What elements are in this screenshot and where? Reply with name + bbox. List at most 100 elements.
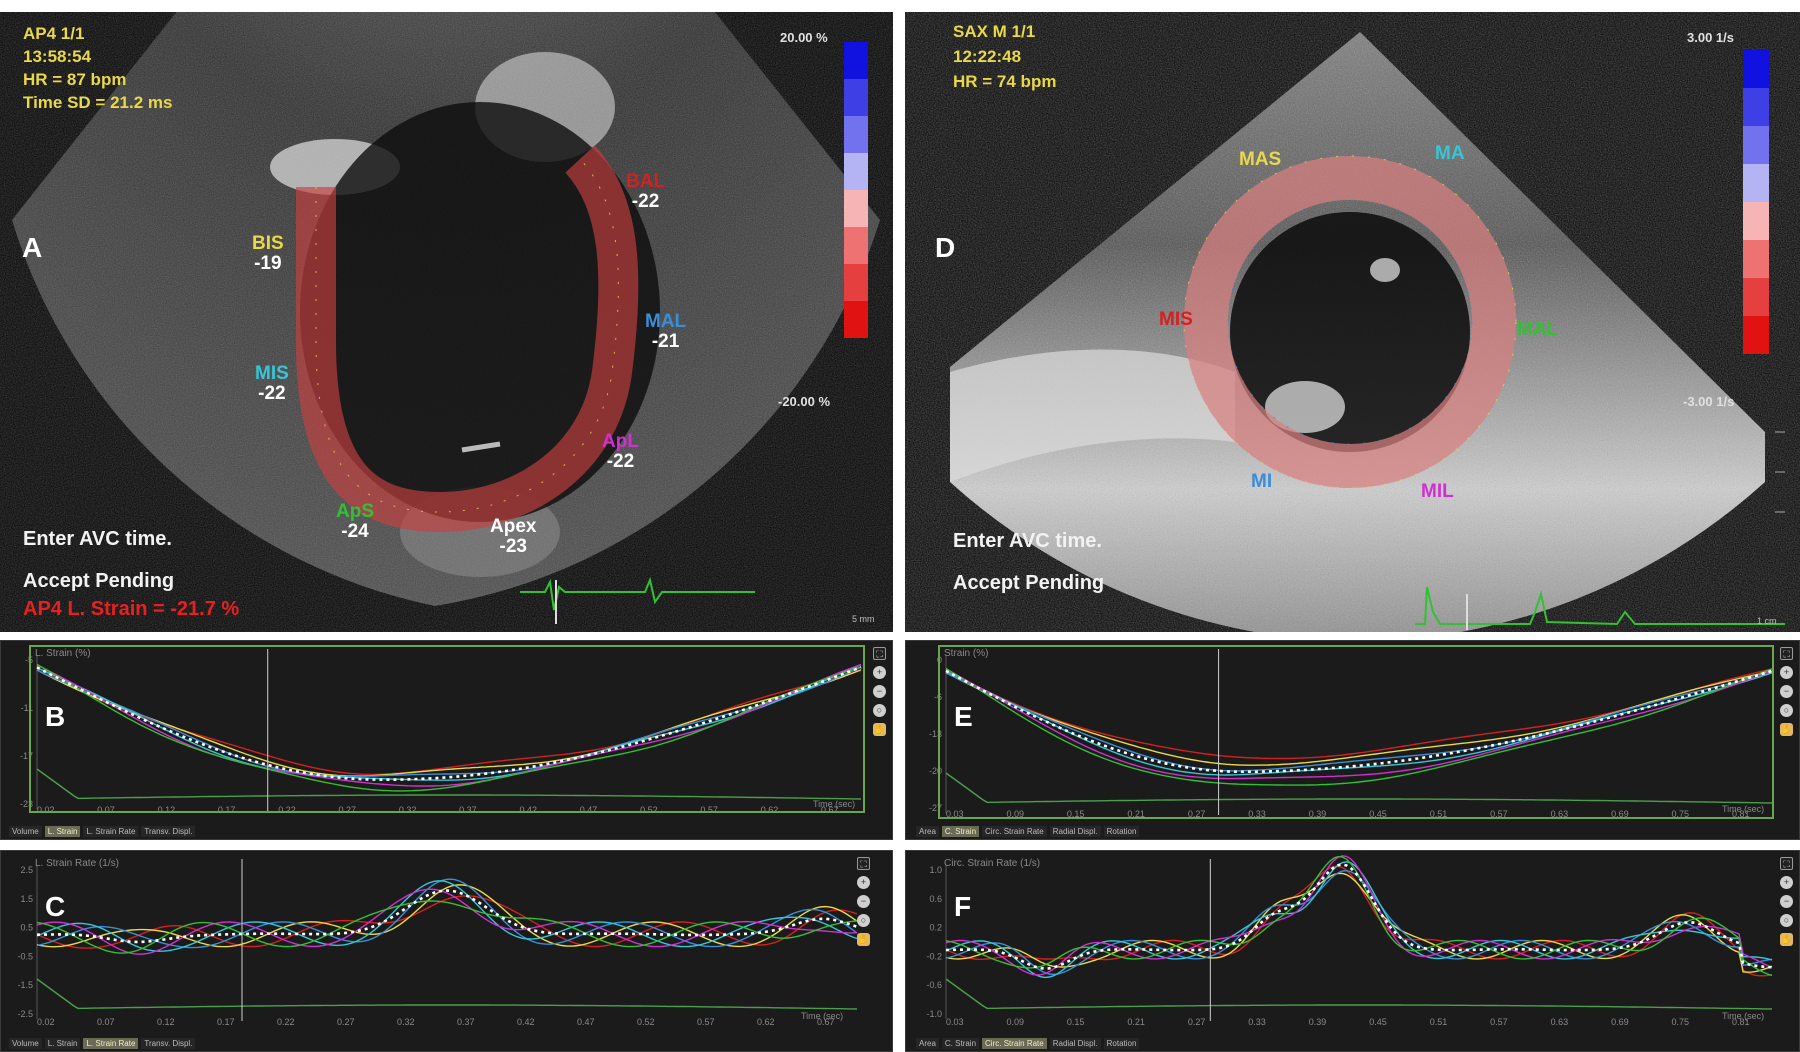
segment-name: Apex	[490, 516, 537, 537]
segment-label-aps: ApS -24	[336, 502, 374, 542]
x-tick-label: 0.52	[640, 805, 658, 815]
segment-name: MAS	[1239, 149, 1282, 170]
x-tick-label: 0.03	[946, 809, 964, 819]
tab-l-strain[interactable]: L. Strain	[44, 826, 81, 837]
x-axis-title: Time (sec)	[801, 1011, 844, 1021]
tab-radial-displ[interactable]: Radial Displ.	[1049, 826, 1101, 837]
x-tick-label: 0.17	[218, 805, 236, 815]
panel-letter-f: F	[954, 891, 972, 922]
segment-trace	[36, 880, 858, 952]
strain-graph-b: L. Strain (%) B -5 -11 -17 -23 0.02 0.07 0.12 0…	[0, 640, 893, 840]
y-tick-label: -5	[25, 655, 33, 665]
x-tick-label: 0.17	[217, 1017, 235, 1027]
average-trace	[36, 889, 858, 944]
average-trace	[36, 665, 862, 781]
x-tick-label: 0.39	[1309, 1017, 1327, 1027]
x-tick-label: 0.09	[1006, 809, 1024, 819]
x-tick-label: 0.32	[397, 1017, 415, 1027]
header-line-2: 13:58:54	[23, 47, 92, 66]
x-tick-label: 0.63	[1551, 809, 1569, 819]
x-tick-label: 0.45	[1369, 1017, 1387, 1027]
plot-area: 1.0 0.6 0.2 -0.2 -0.6 -1.0 0.03 0.09 0.15 0.21 0.2…	[926, 855, 1773, 1027]
tab-c-strain[interactable]: C. Strain	[941, 1038, 980, 1049]
tab-rotation[interactable]: Rotation	[1103, 826, 1140, 837]
y-tick-label: -0.6	[926, 980, 942, 990]
zoom-reset-icon[interactable]: ○	[1780, 704, 1793, 717]
fit-view-icon[interactable]: ⛶	[1780, 647, 1793, 660]
x-tick-label: 0.22	[277, 1017, 295, 1027]
zoom-out-icon[interactable]: −	[857, 895, 870, 908]
header-line-3: HR = 74 bpm	[953, 72, 1057, 91]
graph-title: L. Strain Rate (1/s)	[35, 858, 119, 869]
zoom-out-icon[interactable]: −	[1780, 895, 1793, 908]
depth-scale-label: 1 cm	[1757, 616, 1777, 626]
status-text: Accept Pending	[23, 570, 175, 592]
zoom-in-icon[interactable]: +	[1780, 666, 1793, 679]
tab-radial-displ[interactable]: Radial Displ.	[1049, 1038, 1101, 1049]
segment-trace	[945, 668, 1773, 780]
echo-panel-apical-4ch: AP4 1/1 13:58:54 HR = 87 bpm Time SD = 2…	[0, 12, 893, 632]
segment-label-mi: MI	[1251, 472, 1272, 492]
x-tick-label: 0.81	[1732, 809, 1750, 819]
zoom-in-icon[interactable]: +	[873, 666, 886, 679]
panel-letter-c: C	[45, 891, 66, 922]
panel-letter-a: A	[22, 232, 43, 263]
x-tick-label: 0.27	[339, 805, 357, 815]
segment-value: -19	[254, 253, 282, 274]
zoom-reset-icon[interactable]: ○	[857, 914, 870, 927]
tab-l-strain[interactable]: L. Strain	[44, 1038, 81, 1049]
fit-view-icon[interactable]: ⛶	[857, 857, 870, 870]
fit-view-icon[interactable]: ⛶	[1780, 857, 1793, 870]
pan-hand-icon[interactable]: ✋	[873, 723, 886, 736]
segment-label-mal: MAL	[1517, 320, 1558, 340]
panel-letter-b: B	[45, 701, 66, 732]
header-line-2: 12:22:48	[953, 47, 1022, 66]
segment-label-bis: BIS -19	[252, 234, 284, 274]
tab-l-strain-rate[interactable]: L. Strain Rate	[83, 1038, 139, 1049]
tab-area[interactable]: Area	[916, 1038, 939, 1049]
y-tick-label: -13	[929, 729, 942, 739]
plot-area: 2.5 1.5 0.5 -0.5 -1.5 -2.5 0.02 0.07 0.12 0.17 0.2…	[17, 859, 858, 1027]
tab-volume[interactable]: Volume	[9, 1038, 42, 1049]
segment-trace	[36, 895, 858, 949]
zoom-in-icon[interactable]: +	[857, 876, 870, 889]
graph-toolbar: ⛶ + − ○ ✋	[873, 647, 886, 736]
tab-rotation[interactable]: Rotation	[1103, 1038, 1140, 1049]
tab-c-strain[interactable]: C. Strain	[941, 826, 980, 837]
graph-title: L. Strain (%)	[35, 648, 91, 659]
y-tick-label: 1.0	[929, 865, 942, 875]
instruction-text: Enter AVC time.	[953, 530, 1102, 552]
panel-letter-e: E	[954, 701, 973, 732]
y-tick-label: -0.2	[926, 951, 942, 961]
tab-transv-displ[interactable]: Transv. Displ.	[141, 1038, 196, 1049]
segment-trace	[945, 672, 1773, 772]
segment-name: ApS	[336, 501, 374, 522]
fit-view-icon[interactable]: ⛶	[873, 647, 886, 660]
graph-toolbar: ⛶ + − ○ ✋	[857, 857, 870, 946]
zoom-out-icon[interactable]: −	[873, 685, 886, 698]
x-tick-label: 0.27	[1188, 809, 1206, 819]
zoom-in-icon[interactable]: +	[1780, 876, 1793, 889]
average-trace	[945, 863, 1773, 970]
pan-hand-icon[interactable]: ✋	[1780, 933, 1793, 946]
pan-hand-icon[interactable]: ✋	[857, 933, 870, 946]
x-tick-label: 0.37	[459, 805, 477, 815]
zoom-reset-icon[interactable]: ○	[1780, 914, 1793, 927]
x-tick-label: 0.57	[697, 1017, 715, 1027]
pan-hand-icon[interactable]: ✋	[1780, 723, 1793, 736]
x-tick-label: 0.57	[1490, 809, 1508, 819]
tab-volume[interactable]: Volume	[9, 826, 42, 837]
scale-top-label: 3.00 1/s	[1687, 30, 1734, 45]
segment-name: MA	[1435, 143, 1465, 164]
tab-circ-strain-rate[interactable]: Circ. Strain Rate	[982, 1038, 1047, 1049]
tab-circ-strain-rate[interactable]: Circ. Strain Rate	[982, 826, 1047, 837]
x-tick-label: 0.33	[1248, 1017, 1266, 1027]
x-tick-label: 0.12	[158, 805, 176, 815]
tab-area[interactable]: Area	[916, 826, 939, 837]
volume-trace	[945, 772, 1773, 804]
tab-transv-displ[interactable]: Transv. Displ.	[141, 826, 196, 837]
zoom-reset-icon[interactable]: ○	[873, 704, 886, 717]
tab-l-strain-rate[interactable]: L. Strain Rate	[83, 826, 139, 837]
zoom-out-icon[interactable]: −	[1780, 685, 1793, 698]
segment-trace	[36, 884, 858, 948]
